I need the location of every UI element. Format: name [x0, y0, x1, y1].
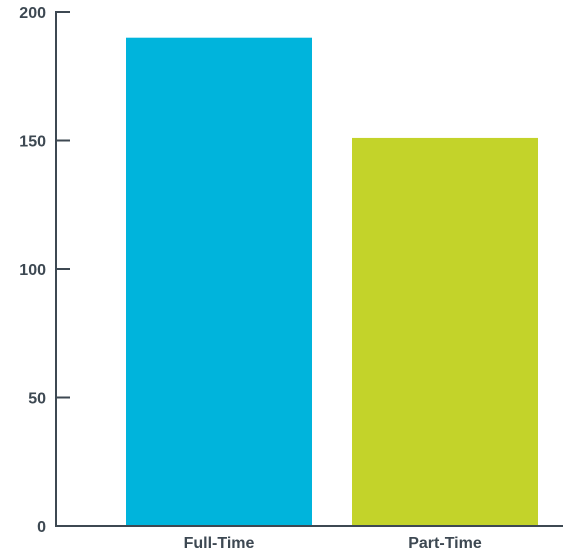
x-labels-group: Full-Time Part-Time — [184, 535, 482, 552]
y-tick-label: 50 — [28, 391, 46, 408]
bar-part-time — [352, 137, 538, 526]
x-category-label: Full-Time — [184, 535, 255, 552]
bars-group — [126, 37, 538, 526]
x-category-label: Part-Time — [408, 535, 482, 552]
y-tick-label: 100 — [19, 262, 46, 279]
y-tick-label: 150 — [19, 134, 46, 151]
bar-full-time — [126, 37, 312, 526]
y-tick-label: 0 — [37, 519, 46, 536]
y-tick-label: 200 — [19, 5, 46, 22]
y-ticks-group: 0 50 100 150 200 — [19, 5, 70, 536]
